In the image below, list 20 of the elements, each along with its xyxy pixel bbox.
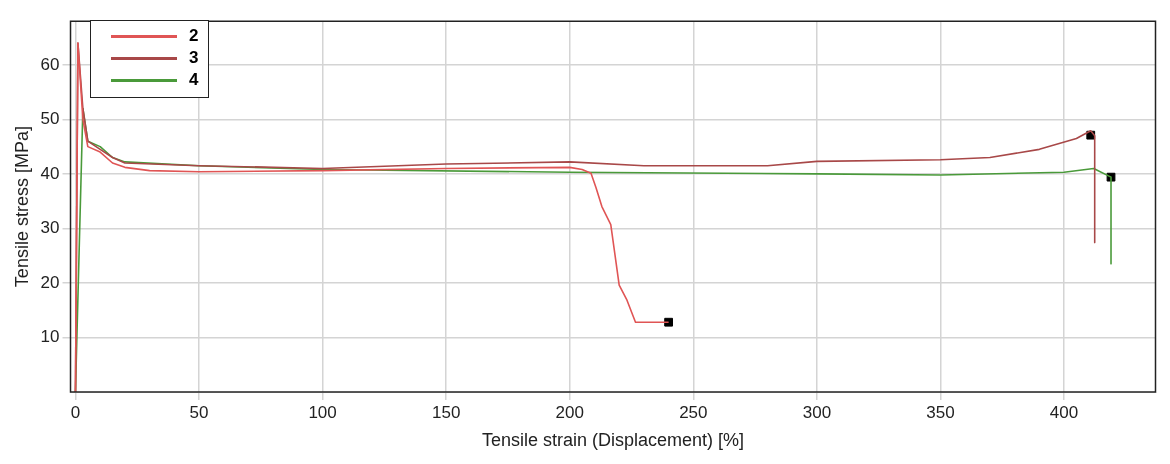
y-tick-label: 40 (40, 163, 60, 183)
x-tick-label: 300 (802, 402, 832, 422)
y-tick-label: 20 (40, 272, 60, 292)
x-tick-label: 150 (431, 402, 461, 422)
x-axis-title: Tensile strain (Displacement) [%] (481, 430, 745, 451)
y-tick-label: 10 (40, 327, 60, 347)
x-tick-label: 50 (189, 402, 209, 422)
legend-label: 4 (189, 70, 199, 90)
x-tick-label: 400 (1049, 402, 1079, 422)
x-tick-label: 100 (308, 402, 337, 422)
y-axis-title: Tensile stress [MPa] (11, 126, 32, 288)
y-tick-label: 30 (40, 218, 60, 238)
x-tick-label: 350 (926, 402, 955, 422)
x-tick-label: 0 (70, 402, 81, 422)
x-tick-label: 250 (679, 402, 708, 422)
legend-label: 2 (189, 26, 199, 46)
legend-label: 3 (189, 48, 199, 68)
y-tick-label: 60 (40, 54, 60, 74)
x-tick-label: 200 (555, 402, 584, 422)
y-tick-label: 50 (40, 109, 60, 129)
